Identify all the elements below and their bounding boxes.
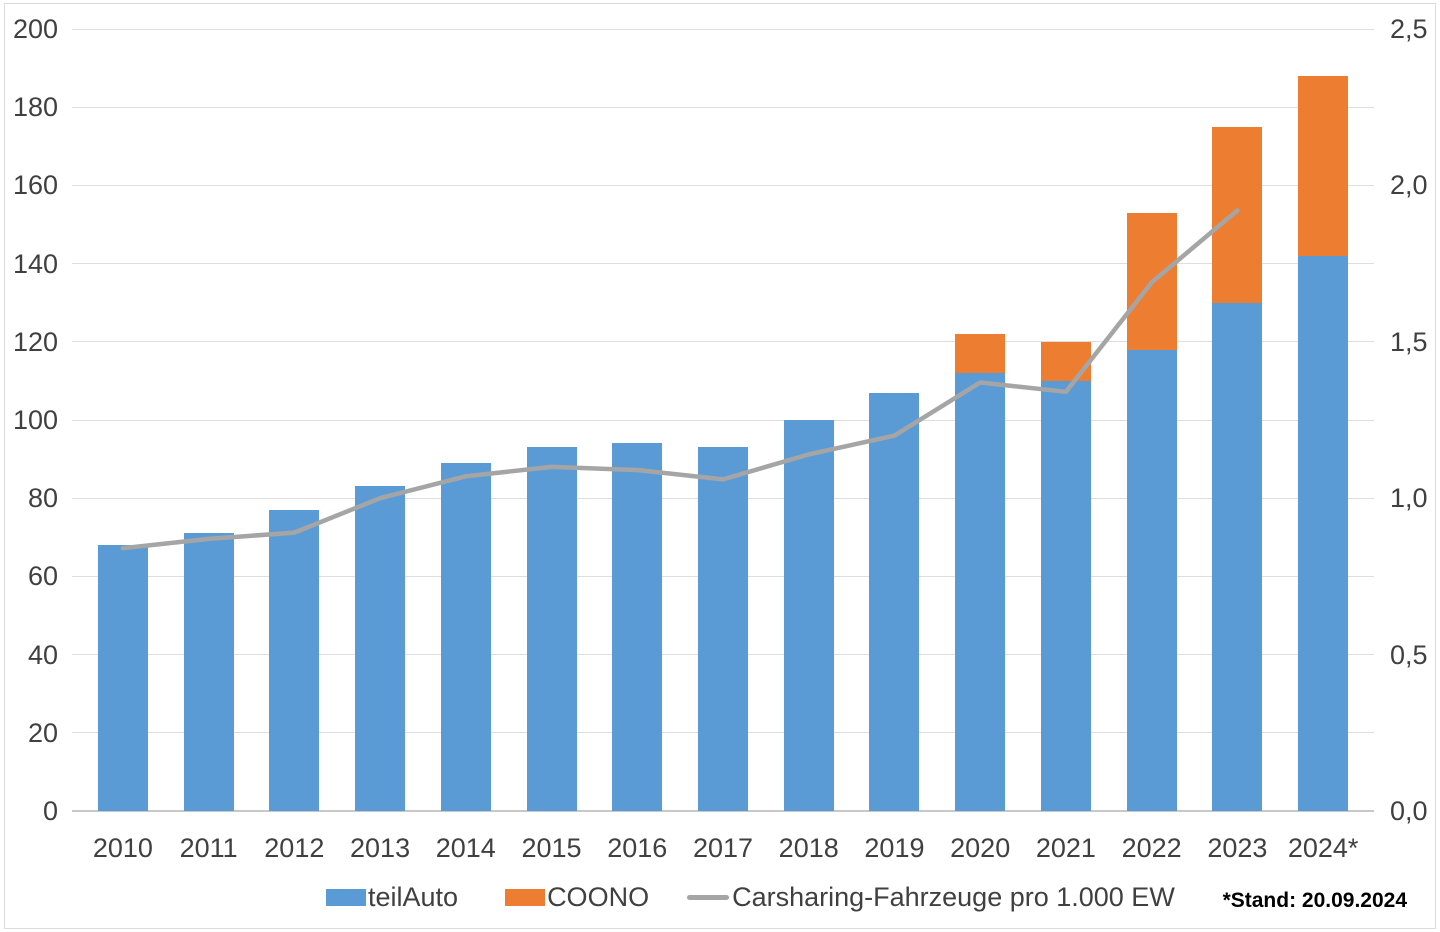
x-axis-line xyxy=(72,810,1374,812)
secondary-axis-tick-label-0,0: 0,0 xyxy=(1390,796,1428,826)
y-axis-tick-label-140: 140 xyxy=(12,248,58,279)
gridline-160 xyxy=(72,184,1374,186)
x-axis-tick-label-2011: 2011 xyxy=(179,833,238,863)
bar-teilauto-2013 xyxy=(355,486,406,811)
bar-teilauto-2012 xyxy=(269,509,320,811)
bar-teilauto-2020 xyxy=(955,373,1006,811)
x-axis-tick-label-2020: 2020 xyxy=(950,833,1011,863)
y-axis-tick-label-0: 0 xyxy=(42,796,58,826)
secondary-axis-tick-label-1,0: 1,0 xyxy=(1390,483,1428,514)
x-axis-tick-label-2010: 2010 xyxy=(92,833,153,863)
bar-coono-2022 xyxy=(1126,212,1177,350)
bar-teilauto-2014 xyxy=(440,463,491,811)
bar-coono-2020 xyxy=(955,333,1006,374)
x-axis-tick-label-2016: 2016 xyxy=(607,833,668,863)
bar-coono-2023 xyxy=(1212,126,1263,303)
gridline-180 xyxy=(72,106,1374,108)
x-axis-tick-label-2012: 2012 xyxy=(264,833,325,863)
bar-teilauto-2016 xyxy=(612,443,663,811)
bar-teilauto-2022 xyxy=(1126,349,1177,811)
y-axis-tick-label-20: 20 xyxy=(27,717,58,748)
x-axis-tick-label-2019: 2019 xyxy=(864,833,925,863)
y-axis-tick-label-120: 120 xyxy=(12,326,58,357)
gridline-100 xyxy=(72,419,1374,421)
secondary-axis-tick-label-2,5: 2,5 xyxy=(1390,14,1428,44)
gridline-200 xyxy=(72,28,1374,30)
x-axis-tick-label-2018: 2018 xyxy=(778,833,839,863)
bar-teilauto-2017 xyxy=(698,447,748,811)
legend-item-teilauto: teilAuto xyxy=(326,882,458,913)
legend-label-teilauto: teilAuto xyxy=(368,881,459,912)
gridline-140 xyxy=(72,263,1374,265)
x-axis-tick-label-2014: 2014 xyxy=(435,833,496,863)
y-axis-tick-label-80: 80 xyxy=(27,483,58,514)
bar-teilauto-2015 xyxy=(526,447,577,811)
bar-coono-2024* xyxy=(1298,75,1349,256)
x-axis-tick-label-2017: 2017 xyxy=(692,833,754,863)
y-axis-tick-label-180: 180 xyxy=(12,92,58,123)
legend-item-coono: COONO xyxy=(505,882,649,913)
x-axis-tick-label-2024*: 2024* xyxy=(1287,833,1359,863)
x-axis-tick-label-2023: 2023 xyxy=(1207,833,1268,863)
secondary-axis-tick-label-0,5: 0,5 xyxy=(1390,639,1428,670)
coono-swatch-icon xyxy=(505,888,546,906)
y-axis-tick-label-160: 160 xyxy=(12,170,58,201)
secondary-axis-tick-label-2,0: 2,0 xyxy=(1390,170,1428,201)
bar-teilauto-2011 xyxy=(183,533,234,811)
y-axis-tick-label-40: 40 xyxy=(27,639,58,670)
bar-teilauto-2018 xyxy=(783,420,834,811)
legend-label-coono: COONO xyxy=(547,881,650,912)
bar-teilauto-2021 xyxy=(1040,380,1091,811)
footnote: *Stand: 20.09.2024 xyxy=(1222,889,1407,912)
bar-teilauto-2010 xyxy=(97,545,148,811)
line-swatch-icon xyxy=(687,894,730,900)
x-axis-tick-label-2021: 2021 xyxy=(1035,833,1096,863)
y-axis-tick-label-200: 200 xyxy=(12,14,58,44)
bar-coono-2021 xyxy=(1040,341,1091,381)
legend-label-carsharing-rate: Carsharing-Fahrzeuge pro 1.000 EW xyxy=(732,881,1175,912)
y-axis-tick-label-100: 100 xyxy=(12,405,58,435)
bar-teilauto-2019 xyxy=(869,392,920,811)
gridline-120 xyxy=(72,341,1374,343)
y-axis-tick-label-60: 60 xyxy=(27,561,58,592)
legend: teilAuto COONO Carsharing-Fahrzeuge pro … xyxy=(326,880,1175,914)
secondary-axis-tick-label-1,5: 1,5 xyxy=(1390,326,1428,357)
bar-teilauto-2023 xyxy=(1212,302,1263,811)
x-axis-tick-label-2013: 2013 xyxy=(350,833,411,863)
x-axis-tick-label-2022: 2022 xyxy=(1121,833,1182,863)
bar-teilauto-2024* xyxy=(1298,255,1349,811)
legend-item-carsharing-rate: Carsharing-Fahrzeuge pro 1.000 EW xyxy=(687,882,1175,913)
x-axis-tick-label-2015: 2015 xyxy=(521,833,582,863)
teilauto-swatch-icon xyxy=(326,888,366,906)
